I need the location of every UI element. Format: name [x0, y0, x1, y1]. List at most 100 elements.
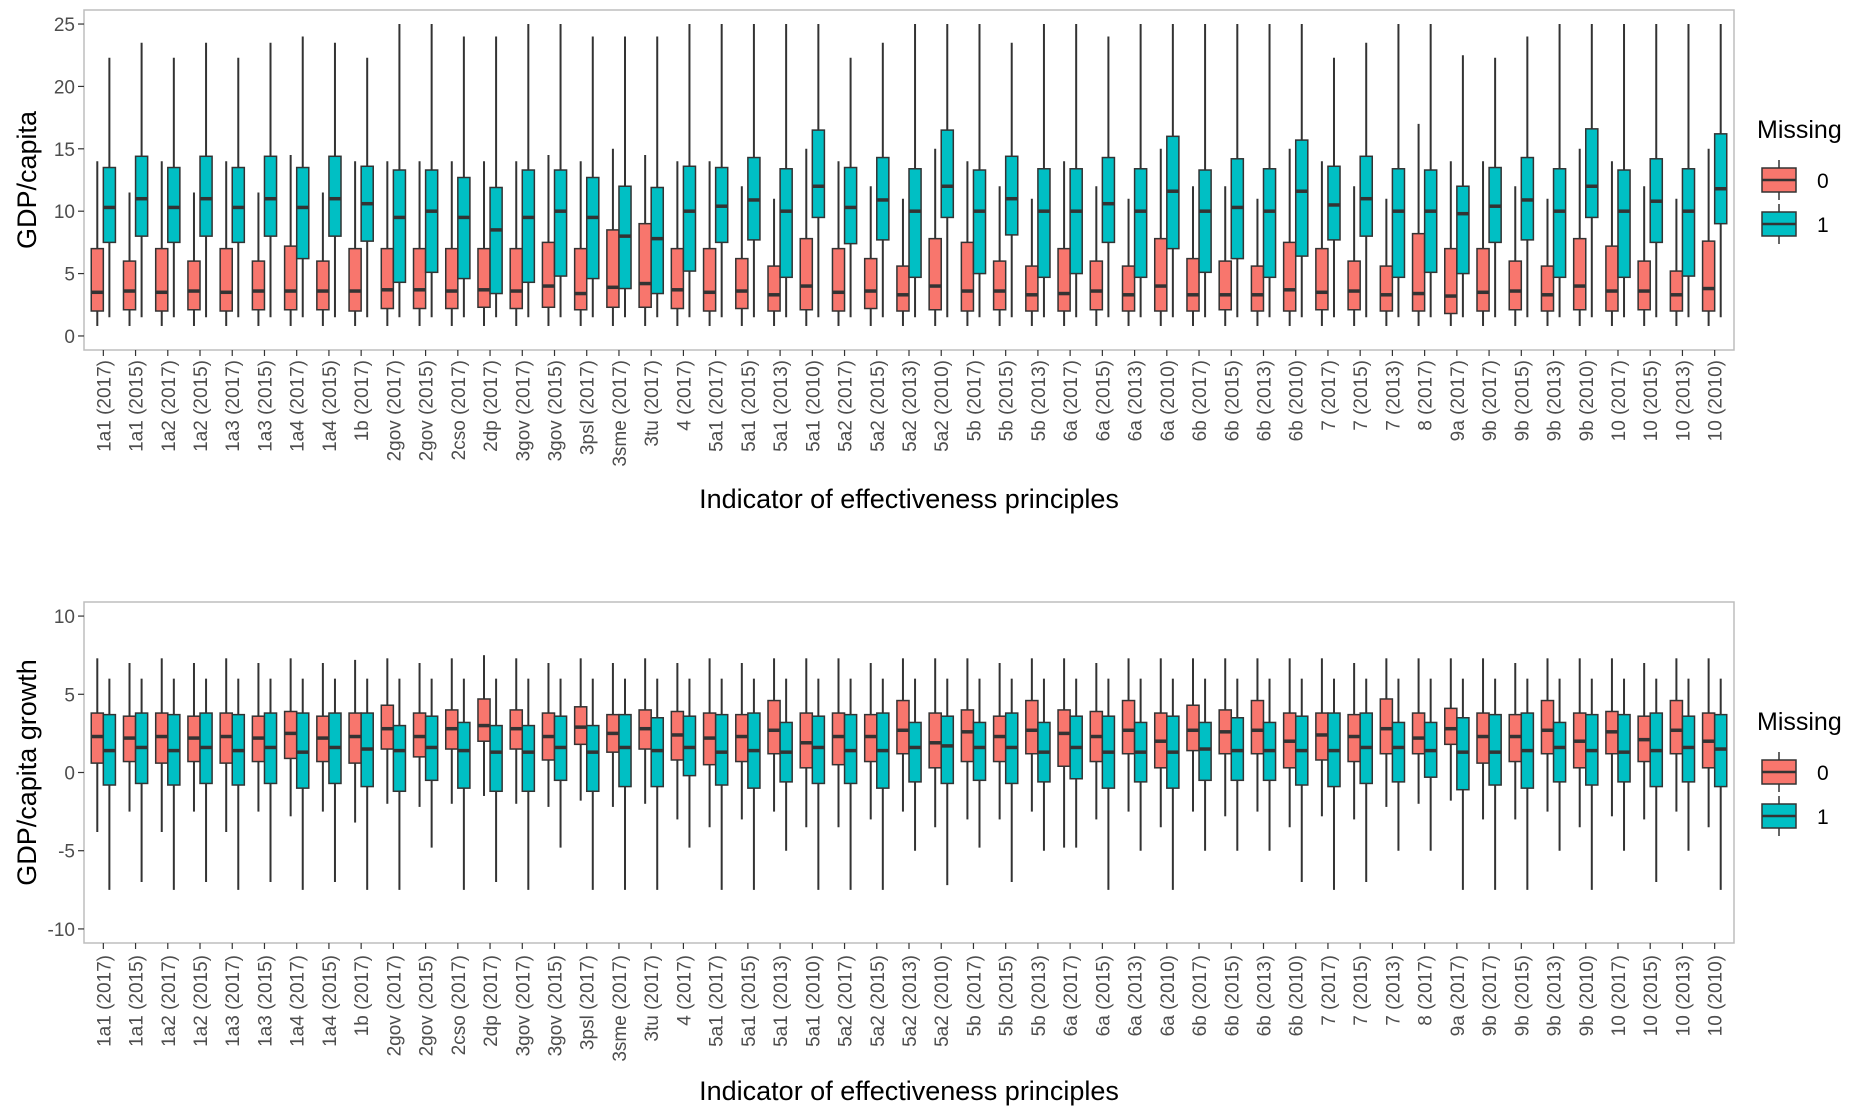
box-1: [1101, 36, 1116, 318]
x-tick-label: 2gov (2015): [417, 955, 438, 1056]
box-0: [1637, 663, 1651, 820]
box-1: [1133, 678, 1148, 851]
x-tick-label: 6b (2015): [1222, 955, 1243, 1036]
box-body: [1617, 169, 1631, 279]
box-body: [1540, 699, 1555, 755]
box-1: [1004, 42, 1019, 318]
x-tick-label: 1a1 (2015): [127, 955, 148, 1047]
box-1: [521, 24, 536, 318]
x-tick-label: 3gov (2017): [513, 360, 534, 461]
box-body: [553, 169, 568, 277]
box-1: [1166, 24, 1180, 318]
box-body: [650, 186, 665, 295]
box-1: [328, 42, 342, 318]
box-0: [960, 161, 975, 326]
box-body: [1004, 155, 1019, 236]
box-body: [134, 155, 149, 237]
box-0: [1701, 148, 1716, 326]
box-body: [380, 247, 395, 310]
box-body: [199, 155, 213, 237]
box-0: [896, 198, 910, 326]
box-1: [1069, 24, 1083, 318]
box-body: [348, 247, 362, 312]
box-body: [1186, 704, 1200, 752]
legend-label-0: 0: [1817, 762, 1829, 785]
box-body: [1379, 698, 1394, 755]
box-body: [992, 260, 1007, 311]
legend-label-1: 1: [1817, 806, 1829, 829]
box-1: [134, 678, 149, 882]
box-1: [167, 678, 181, 890]
box-1: [1037, 678, 1051, 851]
x-tick-label: 5a2 (2017): [836, 955, 857, 1047]
box-body: [1540, 265, 1555, 312]
box-1: [1294, 678, 1309, 882]
box-0: [1444, 161, 1458, 326]
box-1: [1230, 678, 1245, 851]
box-1: [1681, 678, 1696, 851]
box-body: [1250, 699, 1265, 755]
box-0: [187, 192, 201, 326]
box-1: [392, 24, 407, 318]
box-1: [199, 42, 213, 318]
x-tick-label: 5a2 (2015): [868, 360, 889, 452]
box-body: [392, 169, 407, 284]
x-tick-label: 4 (2017): [674, 955, 695, 1026]
box-body: [1121, 699, 1136, 755]
box-0: [1282, 658, 1297, 828]
x-tick-label: 9b (2010): [1577, 955, 1598, 1036]
box-1: [392, 678, 407, 890]
box-1: [682, 24, 697, 318]
x-tick-label: 9b (2017): [1480, 955, 1501, 1036]
box-body: [940, 715, 955, 785]
box-body: [457, 176, 471, 280]
box-1: [231, 57, 246, 318]
box-body: [1681, 168, 1696, 277]
box-body: [122, 260, 137, 311]
box-1: [1359, 678, 1374, 882]
box-body: [670, 247, 685, 310]
x-tick-label: 9a (2017): [1448, 955, 1469, 1036]
box-1: [779, 678, 793, 851]
box-1: [553, 678, 568, 848]
x-tick-label: 4 (2017): [674, 360, 695, 431]
box-0: [831, 658, 846, 828]
box-body: [1121, 265, 1136, 312]
box-1: [1423, 678, 1438, 851]
box-1: [811, 24, 826, 318]
x-tick-label: 5a2 (2010): [932, 360, 953, 452]
box-body: [1585, 128, 1599, 219]
box-0: [122, 192, 137, 326]
box-0: [960, 658, 975, 820]
legend-label-0: 0: [1817, 170, 1829, 193]
box-0: [1250, 198, 1265, 326]
box-0: [509, 658, 524, 804]
x-tick-label: 2gov (2015): [417, 360, 438, 461]
box-body: [102, 166, 117, 244]
x-tick-label: 2gov (2017): [384, 955, 405, 1056]
box-0: [283, 658, 298, 817]
box-0: [412, 161, 427, 326]
box-0: [702, 161, 717, 326]
box-0: [928, 658, 942, 828]
box-body: [1037, 168, 1051, 279]
box-1: [489, 678, 503, 882]
box-body: [606, 229, 620, 309]
box-body: [1411, 712, 1426, 755]
x-tick-label: 2cso (2017): [449, 955, 470, 1055]
box-body: [187, 260, 201, 311]
box-0: [1701, 658, 1716, 828]
x-tick-label: 5b (2017): [964, 360, 985, 441]
box-body: [928, 712, 942, 769]
x-tick-label: 1a1 (2017): [94, 955, 115, 1047]
box-body: [1605, 245, 1619, 312]
box-body: [477, 247, 491, 309]
x-tick-label: 3tu (2017): [642, 955, 663, 1042]
x-tick-label: 10 (2017): [1609, 955, 1630, 1036]
box-1: [1552, 678, 1567, 851]
y-tick-label: 10: [54, 607, 75, 628]
box-0: [477, 161, 491, 326]
box-body: [1198, 169, 1212, 274]
y-tick-label: 15: [54, 140, 75, 161]
y-tick-label: 5: [64, 685, 75, 706]
